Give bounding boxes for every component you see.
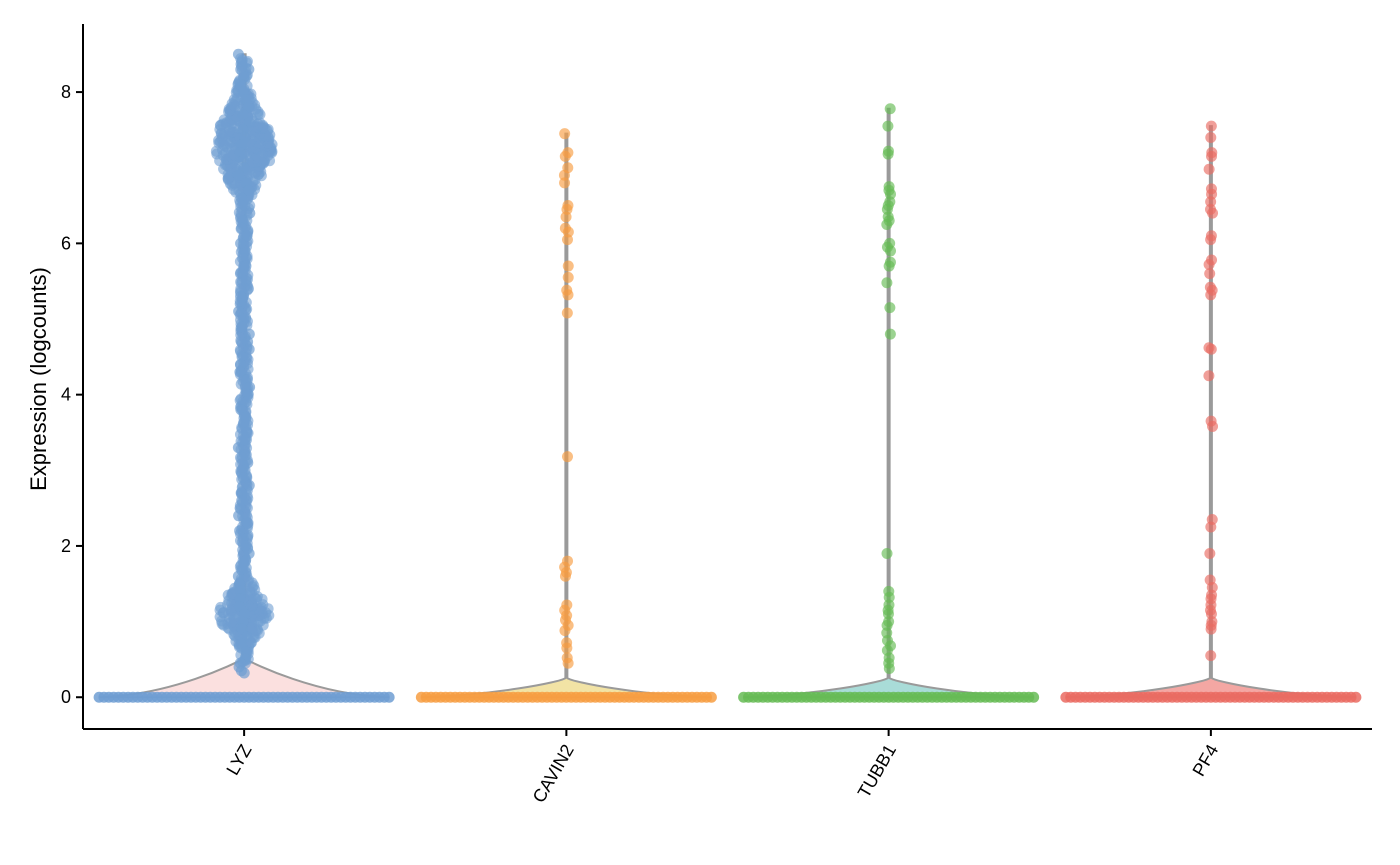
point [1203,370,1215,382]
point [559,177,571,189]
point [1204,548,1216,560]
point [243,184,255,196]
x-ticks: LYZ CAVIN2 TUBB1 PF4 [222,729,1222,806]
point [561,307,573,319]
point [237,472,249,484]
x-tick-label-tubb1: TUBB1 [854,741,900,801]
point [232,442,244,454]
x-tick-label-pf4: PF4 [1189,741,1223,780]
y-tick-label: 2 [61,536,71,556]
point [705,691,717,703]
points-lyz [210,48,278,679]
y-ticks: 0 2 4 6 8 [61,82,83,707]
point [233,169,245,181]
points-cavin2 [558,128,574,669]
point [562,289,574,301]
point [234,585,246,597]
point [882,120,894,132]
point [1204,268,1216,280]
y-tick-label: 8 [61,82,71,102]
y-tick-label: 6 [61,233,71,253]
point [240,260,252,272]
point [234,525,246,537]
point [237,109,249,121]
zero-points-tubb1 [738,691,1040,703]
point [884,302,896,314]
point [236,222,248,234]
point [559,150,571,162]
zero-points-pf4 [1060,691,1362,703]
point [240,434,252,446]
axes [82,24,1372,730]
point [243,343,255,355]
point [1205,623,1217,635]
point [236,56,248,68]
point [559,128,571,140]
point [884,328,896,340]
point [559,570,571,582]
x-tick-label-cavin2: CAVIN2 [529,741,578,806]
y-tick-label: 0 [61,687,71,707]
point [561,234,573,246]
point [559,625,571,637]
zero-points-cavin2 [415,691,717,703]
point [1205,120,1217,132]
x-tick-label-lyz: LYZ [222,741,255,778]
point [243,479,255,491]
point [562,271,574,283]
point [383,691,395,703]
point [234,366,246,378]
point [233,510,245,522]
point [884,103,896,115]
point [562,451,574,463]
point [1205,650,1217,662]
point [883,260,895,272]
point [883,662,895,674]
point [562,657,574,669]
point [234,268,246,280]
point [560,211,572,223]
point [242,283,254,295]
point [1205,521,1217,533]
point [1206,150,1218,162]
violins [99,53,1356,699]
point [562,260,574,272]
point [241,517,253,529]
point [884,245,896,257]
point [241,631,253,643]
point [1350,691,1362,703]
point [1205,234,1217,246]
point [561,642,573,654]
points [93,48,1362,703]
point [244,207,256,219]
point [1205,289,1217,301]
point [882,148,894,160]
y-axis-title: Expression (logcounts) [26,267,51,491]
point [881,277,893,289]
point [1207,207,1219,219]
point [1205,131,1217,143]
zero-points-lyz [93,691,395,703]
point [1028,691,1040,703]
points-pf4 [1203,120,1219,662]
point [244,116,256,128]
point [1207,420,1219,432]
points-tubb1 [881,103,897,674]
point [881,218,893,230]
point [1203,259,1215,271]
point [1203,163,1215,175]
point [881,548,893,560]
point [238,667,250,679]
point [1205,343,1217,355]
point [241,230,253,242]
y-tick-label: 4 [61,385,71,405]
point [236,321,248,333]
